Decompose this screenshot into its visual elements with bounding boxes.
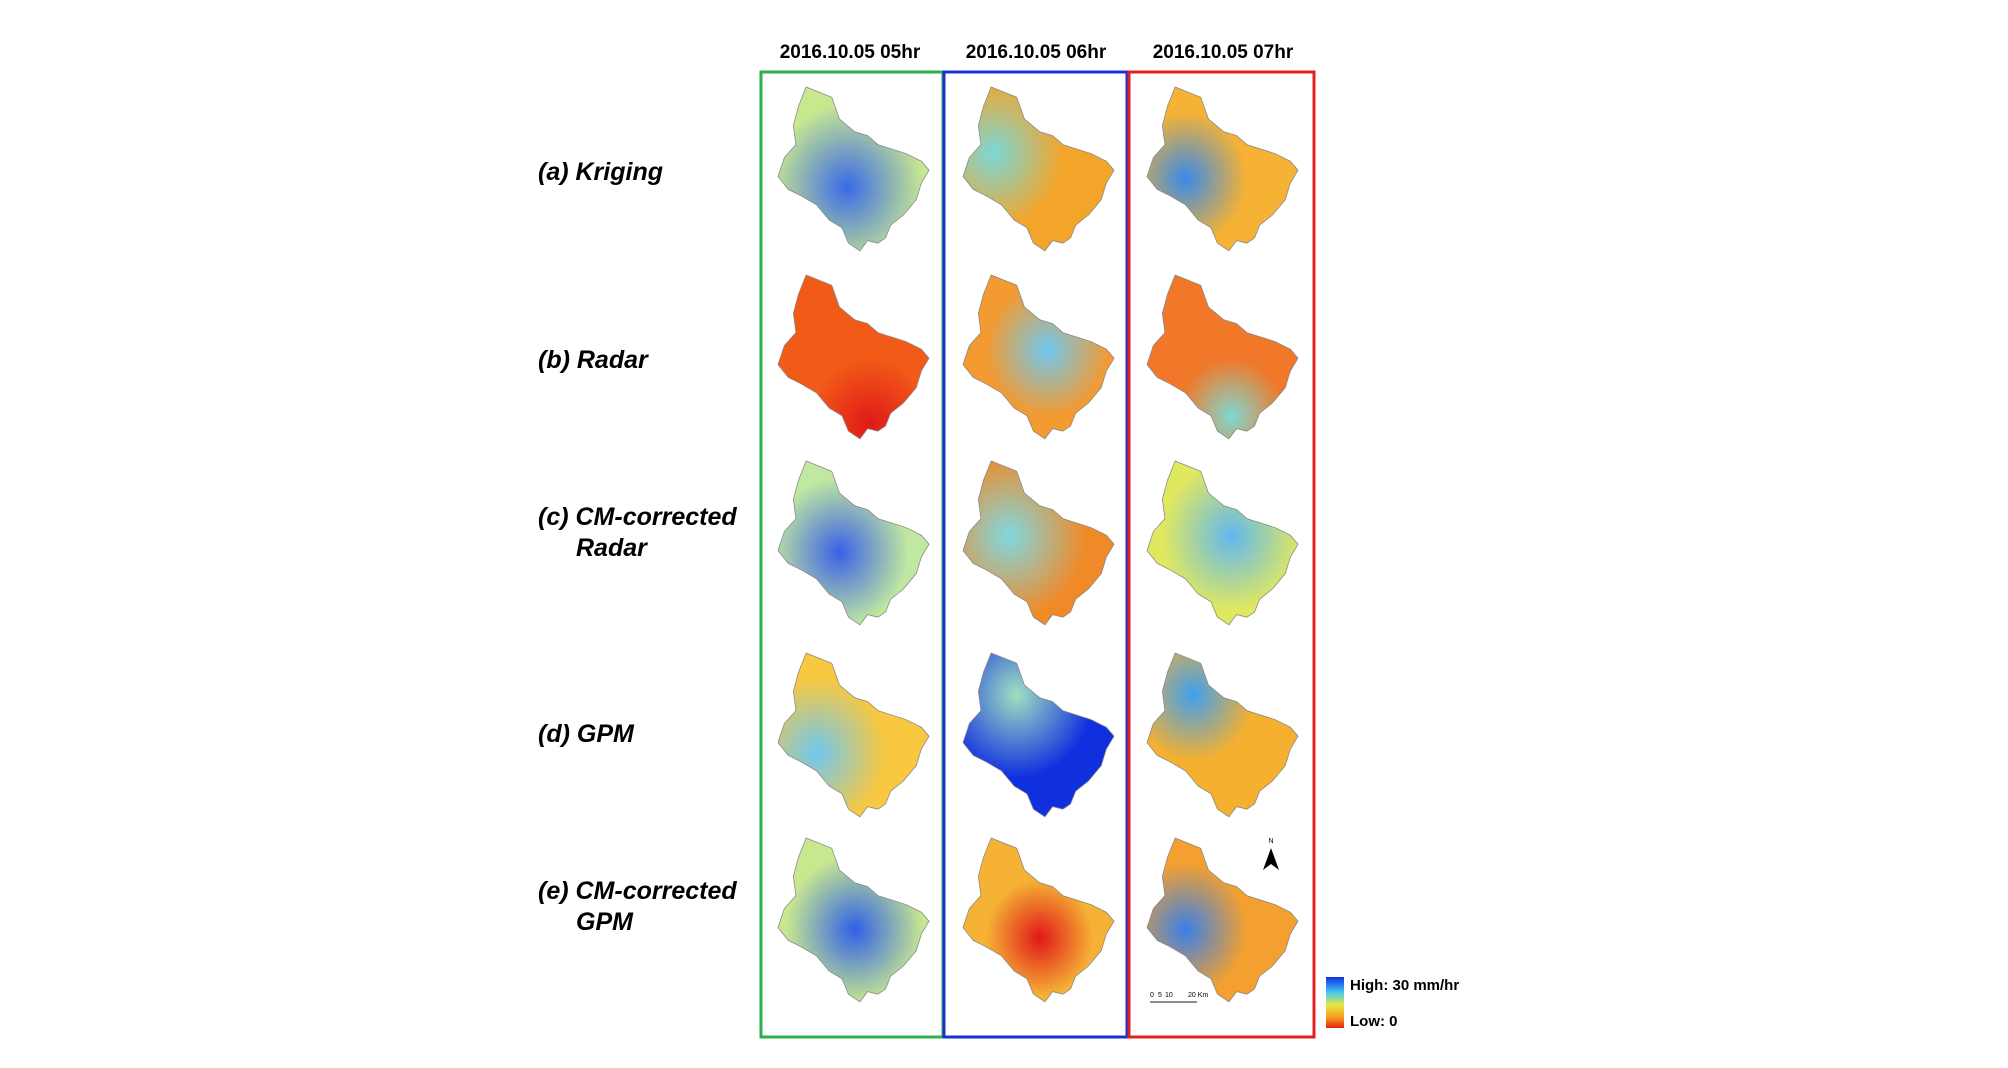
map-panel [777,86,930,252]
rainfall-field [778,653,930,817]
map-panel [1146,274,1299,440]
rainfall-field [1147,461,1299,625]
scale-label: 0 [1150,992,1154,999]
rainfall-field [963,275,1115,439]
map-panel [1146,652,1299,818]
map-panel [777,460,930,626]
legend-high: High: 30 mm/hr [1350,977,1459,994]
rainfall-field [778,461,930,625]
map-panel [777,652,930,818]
column-header: 2016.10.05 07hr [1153,42,1294,63]
rainfall-field [1147,275,1299,439]
map-panel [962,86,1115,252]
legend-ramp [1326,977,1344,1028]
basin-outline [962,837,1115,1003]
row-label: (b) Radar [538,346,649,374]
scale-label: 5 [1158,992,1162,999]
map-panel [777,837,930,1003]
map-panel [962,460,1115,626]
rainfall-field [963,838,1115,1002]
map-panel [962,837,1115,1003]
legend-low: Low: 0 [1350,1013,1398,1030]
column-frame [1127,70,1316,1039]
basin-outline [777,837,930,1003]
scale-label: 20 Km [1188,992,1208,999]
basin-outline [777,274,930,440]
rainfall-field [778,87,930,251]
basin-outline [1146,274,1299,440]
basin-outline [777,86,930,252]
basin-outline [962,274,1115,440]
map-panel [1146,460,1299,626]
map-panel [777,274,930,440]
basin-outline [962,652,1115,818]
rainfall-field [1147,653,1299,817]
basin-outline [1146,460,1299,626]
basin-outline [1146,86,1299,252]
rainfall-field [1147,87,1299,251]
scale-bar: 0 5 10 20 Km [1150,992,1208,1003]
rainfall-field [963,87,1115,251]
row-label: Radar [576,534,648,562]
basin-outline [962,86,1115,252]
rainfall-field [963,653,1115,817]
row-label: (d) GPM [538,720,635,748]
basin-outline [1146,837,1299,1003]
north-label: N [1268,838,1273,845]
basin-outline [1146,652,1299,818]
map-panel [1146,837,1299,1003]
row-label: (a) Kriging [538,158,663,186]
column-header: 2016.10.05 05hr [780,42,921,63]
scale-label: 10 [1165,992,1173,999]
north-arrow [1263,848,1279,870]
row-label: (e) CM-corrected [538,877,737,905]
row-label: GPM [576,908,634,936]
column-frame [942,70,1129,1039]
basin-outline [777,652,930,818]
map-panel [962,274,1115,440]
basin-outline [962,460,1115,626]
rainfall-field [1147,838,1299,1002]
row-label: (c) CM-corrected [538,503,737,531]
rainfall-field [778,275,930,439]
rainfall-field [963,461,1115,625]
map-panel [962,652,1115,818]
map-panel [1146,86,1299,252]
rainfall-field [778,838,930,1002]
basin-outline [777,460,930,626]
column-header: 2016.10.05 06hr [966,42,1107,63]
